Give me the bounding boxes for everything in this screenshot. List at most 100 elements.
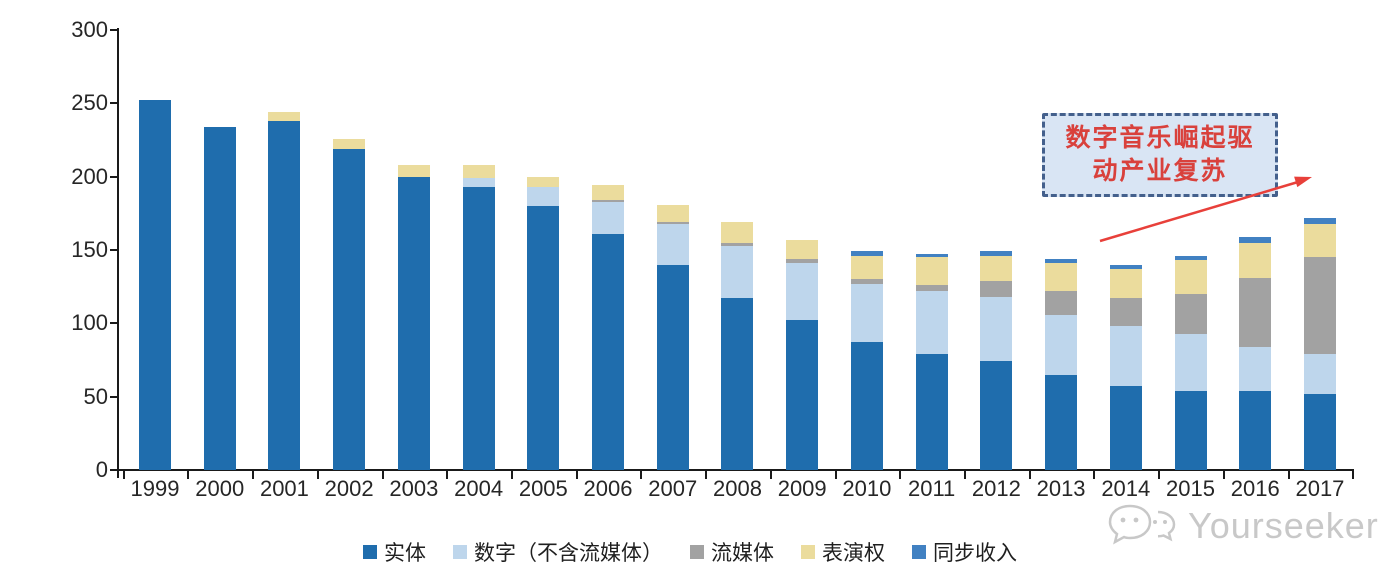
x-axis-label-2006: 2006: [583, 476, 633, 501]
watermark-text: Yourseeker: [1188, 505, 1379, 546]
bar-segment-physical-2007: [656, 264, 689, 470]
bar-segment-digital-ex-streaming-2004: [462, 178, 495, 187]
bar-segment-performance-rights-2015: [1174, 260, 1207, 294]
bar-segment-digital-ex-streaming-2011: [915, 291, 948, 355]
y-axis-label: 250: [71, 90, 108, 116]
x-axis-tick: [705, 470, 708, 479]
legend-item-sync: 同步收入: [912, 537, 1017, 567]
bar-segment-physical-2011: [915, 354, 948, 470]
x-axis-label-2008: 2008: [712, 476, 762, 501]
annotation-text-line1: 数字音乐崛起驱: [1065, 125, 1255, 152]
bar-segment-streaming-2016: [1239, 277, 1272, 347]
y-axis-label: 300: [71, 17, 108, 42]
bar-segment-physical-2016: [1239, 390, 1272, 470]
bar-segment-physical-2012: [980, 361, 1013, 470]
x-axis-tick: [1222, 470, 1225, 479]
x-axis-label-2014: 2014: [1101, 476, 1151, 501]
y-axis-tick: [110, 322, 118, 325]
bar-segment-sync-2014: [1109, 264, 1142, 270]
legend-item-performance-rights: 表演权: [801, 537, 885, 567]
x-axis-tick: [1093, 470, 1096, 479]
x-axis-label-2000: 2000: [195, 476, 245, 501]
x-axis-tick: [1028, 470, 1031, 479]
y-axis-tick: [110, 469, 118, 471]
bar-segment-sync-2012: [980, 251, 1013, 256]
x-axis-label-2007: 2007: [648, 476, 698, 501]
bar-segment-physical-2000: [203, 126, 236, 470]
bar-segment-performance-rights-2001: [268, 112, 301, 121]
x-axis-tick: [1158, 470, 1161, 479]
y-axis-tick: [110, 249, 118, 251]
x-axis-tick: [252, 470, 255, 479]
bar-segment-physical-2008: [721, 298, 754, 470]
bar-segment-streaming-2013: [1045, 291, 1078, 315]
bar-segment-performance-rights-2008: [721, 222, 754, 243]
legend-swatch-physical: [363, 545, 377, 559]
bar-segment-digital-ex-streaming-2016: [1239, 346, 1272, 391]
x-axis-tick: [640, 470, 643, 479]
bar-segment-digital-ex-streaming-2010: [850, 283, 883, 343]
bar-segment-physical-2015: [1174, 390, 1207, 470]
bar-segment-performance-rights-2007: [656, 204, 689, 223]
bar-segment-streaming-2011: [915, 285, 948, 292]
bar-segment-streaming-2006: [592, 200, 625, 202]
bar-segment-performance-rights-2011: [915, 257, 948, 286]
x-axis-tick: [769, 470, 772, 479]
bar-segment-digital-ex-streaming-2008: [721, 245, 754, 299]
bar-segment-streaming-2009: [786, 258, 819, 264]
bar-segment-performance-rights-2012: [980, 255, 1013, 281]
bar-segment-streaming-2010: [850, 279, 883, 284]
bar-segment-sync-2017: [1303, 217, 1336, 224]
legend-swatch-performance-rights: [801, 545, 815, 559]
x-axis-tick: [122, 470, 125, 479]
x-axis-label-1999: 1999: [130, 476, 180, 501]
x-axis-tick: [1352, 470, 1355, 479]
y-axis-tick: [110, 395, 118, 398]
bar-segment-physical-2014: [1109, 386, 1142, 470]
legend-label-physical: 实体: [384, 541, 426, 565]
x-axis-label-2010: 2010: [842, 476, 892, 501]
legend-swatch-streaming: [690, 545, 704, 559]
bar-segment-digital-ex-streaming-2017: [1303, 354, 1336, 394]
bar-segment-physical-2004: [462, 186, 495, 470]
bar-segment-physical-2003: [397, 176, 430, 470]
x-axis-label-2016: 2016: [1230, 476, 1280, 501]
x-axis-label-2004: 2004: [454, 476, 504, 501]
bar-segment-digital-ex-streaming-2015: [1174, 333, 1207, 391]
bar-segment-performance-rights-2006: [592, 185, 625, 201]
bar-segment-streaming-2017: [1303, 257, 1336, 355]
bar-segment-sync-2010: [850, 251, 883, 256]
bar-segment-streaming-2007: [656, 222, 689, 224]
x-axis-tick: [964, 470, 966, 479]
x-axis-tick: [446, 470, 449, 479]
bar-segment-streaming-2014: [1109, 298, 1142, 327]
x-axis-label-2015: 2015: [1166, 476, 1215, 501]
bar-segment-sync-2016: [1239, 236, 1272, 243]
bar-segment-streaming-2012: [980, 280, 1013, 297]
x-axis-label-2017: 2017: [1295, 476, 1345, 501]
bar-segment-physical-2005: [527, 206, 560, 470]
legend-swatch-sync: [912, 545, 926, 559]
chat-bubbles-icon: [1108, 504, 1176, 545]
bar-segment-digital-ex-streaming-2006: [592, 201, 625, 234]
y-axis-tick: [110, 102, 118, 105]
bar-segment-physical-2013: [1045, 374, 1078, 470]
legend-label-streaming: 流媒体: [711, 541, 774, 565]
x-axis-label-2013: 2013: [1036, 476, 1086, 501]
x-axis-label-2003: 2003: [389, 476, 439, 501]
x-axis-label-2001: 2001: [259, 476, 309, 501]
bar-segment-sync-2011: [915, 254, 948, 258]
y-axis-label: 0: [95, 457, 108, 482]
bar-segment-performance-rights-2004: [462, 164, 495, 179]
legend-swatch-digital-ex-streaming: [453, 545, 467, 559]
bar-segment-performance-rights-2013: [1045, 263, 1078, 292]
bar-segment-physical-2010: [850, 342, 883, 470]
bar-segment-performance-rights-2003: [397, 164, 430, 177]
x-axis-tick: [187, 470, 190, 479]
bar-segment-digital-ex-streaming-2009: [786, 263, 819, 321]
y-axis-tick: [110, 175, 118, 178]
x-axis-tick: [834, 470, 837, 479]
legend-label-digital-ex-streaming: 数字（不含流媒体）: [474, 541, 663, 565]
y-axis-label: 50: [83, 383, 108, 409]
watermark: Yourseeker: [1106, 500, 1379, 552]
